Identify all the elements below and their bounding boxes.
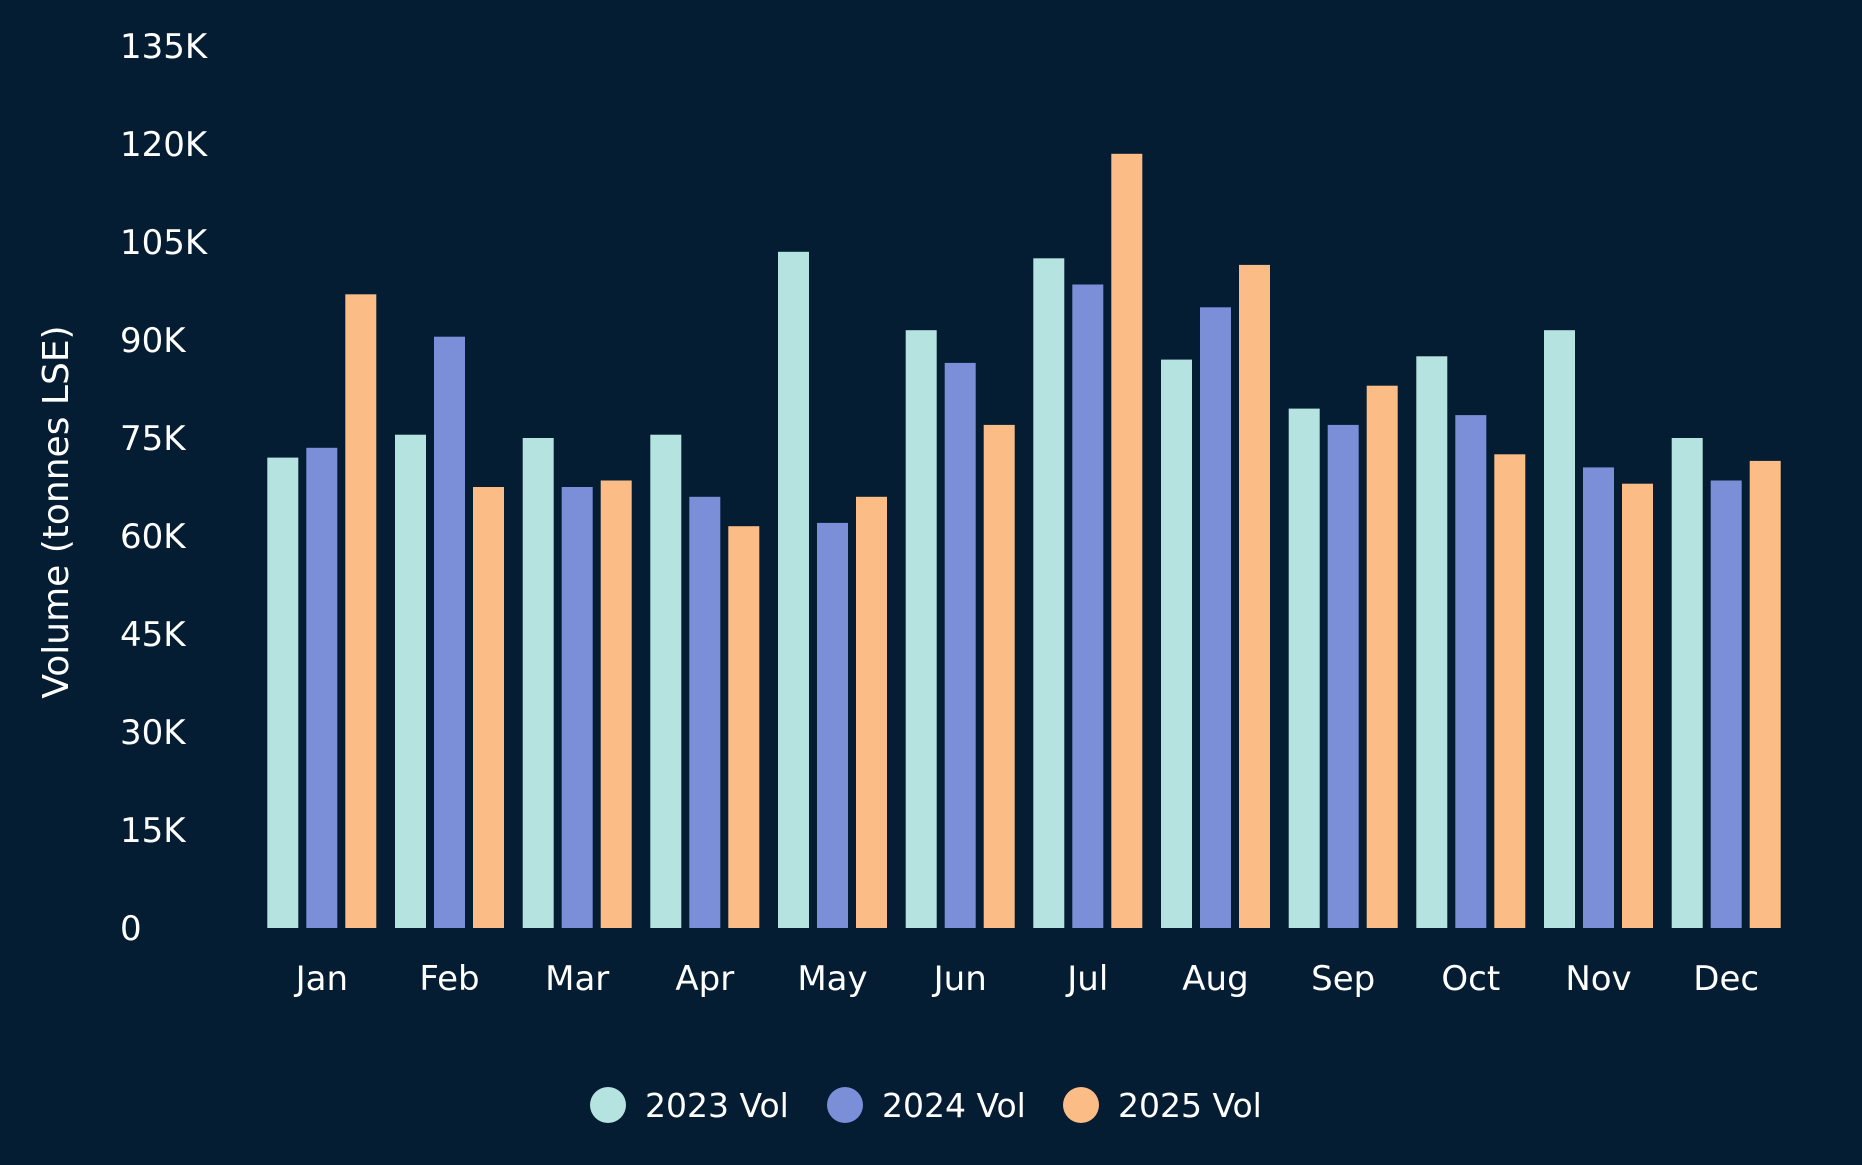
bar-dec-2023[interactable]	[1671, 438, 1703, 928]
bar-oct-2025[interactable]	[1494, 454, 1526, 928]
y-axis-ticks: 0 15K 30K 45K 60K 75K 90K 105K 120K 135K	[120, 27, 209, 949]
x-tick-label-oct: Oct	[1441, 959, 1500, 999]
x-tick-label-dec: Dec	[1693, 959, 1759, 999]
bar-may-2025[interactable]	[856, 496, 887, 928]
bar-sep-2025[interactable]	[1366, 385, 1398, 928]
legend-swatch	[1063, 1087, 1099, 1123]
bar-aug-2024[interactable]	[1200, 307, 1231, 928]
bar-nov-2024[interactable]	[1583, 467, 1614, 928]
x-tick-label-may: May	[797, 959, 867, 999]
bar-jan-2024[interactable]	[306, 447, 338, 928]
x-tick-label-sep: Sep	[1311, 959, 1375, 999]
y-tick-label: 45K	[120, 615, 187, 655]
bar-apr-2023[interactable]	[650, 434, 682, 928]
y-tick-label: 30K	[120, 713, 187, 753]
legend-item-2023[interactable]: 2023 Vol	[590, 1086, 789, 1125]
bar-nov-2025[interactable]	[1622, 483, 1653, 928]
bar-feb-2023[interactable]	[395, 434, 426, 928]
bar-feb-2025[interactable]	[473, 487, 504, 928]
legend-swatch	[827, 1087, 863, 1123]
x-tick-label-aug: Aug	[1182, 959, 1248, 999]
x-tick-label-apr: Apr	[675, 959, 734, 999]
x-tick-label-jun: Jun	[932, 959, 987, 999]
legend-item-2025[interactable]: 2025 Vol	[1063, 1086, 1262, 1125]
x-tick-label-feb: Feb	[419, 959, 479, 999]
legend-label: 2024 Vol	[882, 1086, 1026, 1125]
y-tick-label: 105K	[120, 223, 209, 263]
bar-may-2024[interactable]	[817, 522, 848, 928]
y-tick-label: 60K	[120, 517, 187, 557]
legend-label: 2025 Vol	[1118, 1086, 1262, 1125]
y-axis-title-group: Volume (tonnes LSE)	[36, 325, 77, 698]
y-tick-label: 120K	[120, 125, 209, 165]
y-tick-label: 90K	[120, 321, 187, 361]
bar-may-2023[interactable]	[778, 251, 809, 929]
bar-series-group	[267, 153, 1781, 929]
legend-label: 2023 Vol	[645, 1086, 789, 1125]
y-tick-label: 15K	[120, 811, 187, 851]
y-tick-label: 135K	[120, 27, 209, 67]
bar-apr-2025[interactable]	[728, 526, 760, 928]
x-tick-label-mar: Mar	[545, 959, 609, 999]
legend: 2023 Vol 2024 Vol 2025 Vol	[590, 1086, 1262, 1125]
legend-swatch	[590, 1087, 626, 1123]
bar-aug-2025[interactable]	[1239, 264, 1270, 928]
bar-jun-2025[interactable]	[983, 424, 1015, 928]
legend-item-2024[interactable]: 2024 Vol	[827, 1086, 1026, 1125]
x-tick-label-jan: Jan	[294, 959, 348, 999]
bar-dec-2025[interactable]	[1749, 460, 1781, 928]
bar-oct-2023[interactable]	[1416, 356, 1448, 928]
bar-jun-2023[interactable]	[905, 330, 937, 928]
y-axis-title: Volume (tonnes LSE)	[36, 325, 77, 698]
bar-nov-2023[interactable]	[1544, 330, 1575, 928]
bar-mar-2023[interactable]	[522, 438, 554, 928]
bar-jul-2024[interactable]	[1072, 284, 1104, 929]
bar-mar-2024[interactable]	[561, 487, 593, 928]
bar-mar-2025[interactable]	[600, 480, 632, 929]
bar-sep-2024[interactable]	[1327, 424, 1359, 928]
bar-feb-2024[interactable]	[434, 336, 465, 928]
bar-dec-2024[interactable]	[1710, 480, 1742, 929]
bar-jun-2024[interactable]	[944, 362, 976, 928]
x-axis-ticks: Jan Feb Mar Apr May Jun Jul Aug Sep Oct Nov Dec	[294, 959, 1760, 999]
x-tick-label-nov: Nov	[1565, 959, 1631, 999]
bar-jul-2025[interactable]	[1111, 153, 1143, 929]
bar-jan-2023[interactable]	[267, 457, 299, 928]
bar-jan-2025[interactable]	[345, 294, 377, 928]
y-tick-label: 0	[120, 909, 142, 949]
bar-jul-2023[interactable]	[1033, 258, 1065, 928]
bar-sep-2023[interactable]	[1288, 408, 1320, 929]
bar-oct-2024[interactable]	[1455, 415, 1487, 929]
bar-apr-2024[interactable]	[689, 496, 721, 928]
y-tick-label: 75K	[120, 419, 187, 459]
x-tick-label-jul: Jul	[1065, 959, 1108, 999]
bar-aug-2023[interactable]	[1161, 359, 1192, 929]
